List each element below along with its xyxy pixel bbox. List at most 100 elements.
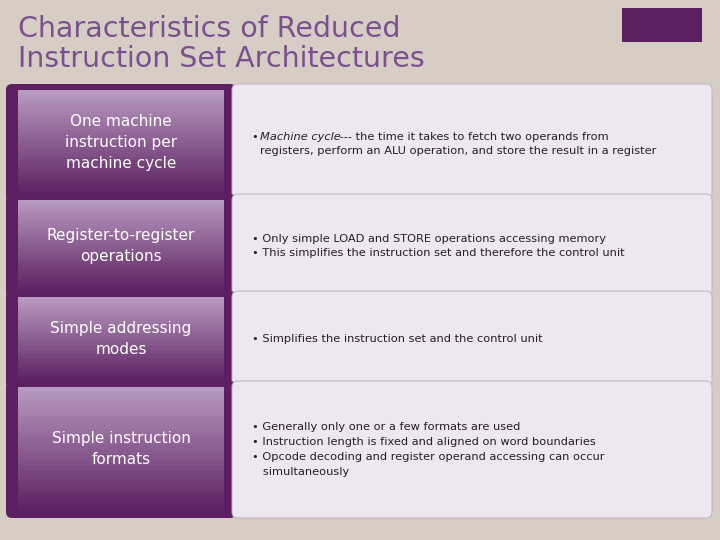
Bar (18, 403, 224, 408)
Text: •: • (252, 132, 262, 141)
Bar (18, 330, 224, 334)
Bar (18, 424, 224, 429)
Bar (18, 399, 224, 404)
FancyBboxPatch shape (232, 291, 712, 388)
Bar (18, 453, 224, 458)
Bar (18, 273, 224, 276)
Bar (18, 252, 224, 255)
Text: Machine cycle: Machine cycle (260, 132, 341, 141)
Bar (18, 428, 224, 433)
Bar (18, 433, 224, 437)
Bar (18, 132, 224, 136)
Bar (18, 239, 224, 243)
Bar (18, 208, 224, 212)
FancyBboxPatch shape (622, 8, 702, 42)
Bar (18, 449, 224, 454)
Bar (18, 237, 224, 240)
Bar (18, 482, 224, 487)
Bar (18, 187, 224, 192)
Bar (18, 328, 224, 331)
Bar (18, 163, 224, 167)
Bar (18, 478, 224, 483)
Bar (18, 100, 224, 104)
Bar (18, 299, 224, 302)
Bar (18, 390, 224, 395)
Bar (18, 246, 224, 249)
Bar (18, 487, 224, 491)
Bar (18, 457, 224, 462)
Bar (18, 359, 224, 362)
Bar (18, 215, 224, 218)
Bar (18, 376, 224, 379)
Bar (18, 288, 224, 292)
Text: Simple addressing
modes: Simple addressing modes (50, 321, 192, 357)
Bar (18, 310, 224, 314)
Bar (18, 258, 224, 261)
Bar (18, 218, 224, 221)
Bar (18, 336, 224, 340)
Bar (18, 462, 224, 466)
Bar (18, 138, 224, 143)
Bar (18, 227, 224, 231)
Bar (18, 491, 224, 495)
Bar (18, 308, 224, 311)
Bar (18, 248, 224, 252)
Bar (18, 395, 224, 400)
Bar (18, 180, 224, 185)
Bar (18, 319, 224, 322)
Bar (18, 276, 224, 280)
Bar (18, 206, 224, 209)
Bar (18, 111, 224, 114)
Bar (18, 135, 224, 139)
Bar (18, 170, 224, 174)
Text: Register-to-register
operations: Register-to-register operations (47, 228, 195, 264)
Bar (18, 121, 224, 125)
FancyBboxPatch shape (6, 194, 236, 298)
Text: Simple instruction
formats: Simple instruction formats (52, 431, 190, 468)
Text: • Generally only one or a few formats are used
• Instruction length is fixed and: • Generally only one or a few formats ar… (252, 422, 605, 477)
Bar (18, 114, 224, 118)
Bar (18, 350, 224, 354)
FancyBboxPatch shape (232, 194, 712, 298)
Bar (18, 152, 224, 157)
Text: Characteristics of Reduced: Characteristics of Reduced (18, 15, 400, 43)
Bar (18, 145, 224, 150)
Bar (18, 267, 224, 271)
Text: • Simplifies the instruction set and the control unit: • Simplifies the instruction set and the… (252, 334, 543, 345)
Bar (18, 125, 224, 129)
Bar (18, 364, 224, 368)
Bar (18, 156, 224, 160)
Bar (18, 495, 224, 500)
Bar (18, 104, 224, 107)
Bar (18, 316, 224, 320)
Bar (18, 420, 224, 424)
Bar (18, 379, 224, 382)
Text: One machine
instruction per
machine cycle: One machine instruction per machine cycl… (65, 114, 177, 171)
FancyBboxPatch shape (232, 381, 712, 518)
Bar (18, 93, 224, 97)
Bar (18, 325, 224, 328)
Bar (18, 445, 224, 449)
Bar (18, 362, 224, 365)
Bar (18, 342, 224, 345)
Text: Instruction Set Architectures: Instruction Set Architectures (18, 45, 425, 73)
Bar (18, 411, 224, 416)
Bar (18, 416, 224, 420)
Bar (18, 345, 224, 348)
Bar (18, 285, 224, 289)
FancyBboxPatch shape (6, 291, 236, 388)
Bar (18, 184, 224, 188)
Bar (18, 149, 224, 153)
Bar (18, 242, 224, 246)
Bar (18, 322, 224, 325)
Bar (18, 177, 224, 181)
Bar (18, 173, 224, 178)
Bar (18, 302, 224, 306)
Bar (18, 314, 224, 317)
Bar (18, 159, 224, 164)
Bar (18, 118, 224, 122)
Bar (18, 333, 224, 336)
Bar (18, 166, 224, 171)
Bar (18, 465, 224, 470)
Bar (18, 230, 224, 234)
